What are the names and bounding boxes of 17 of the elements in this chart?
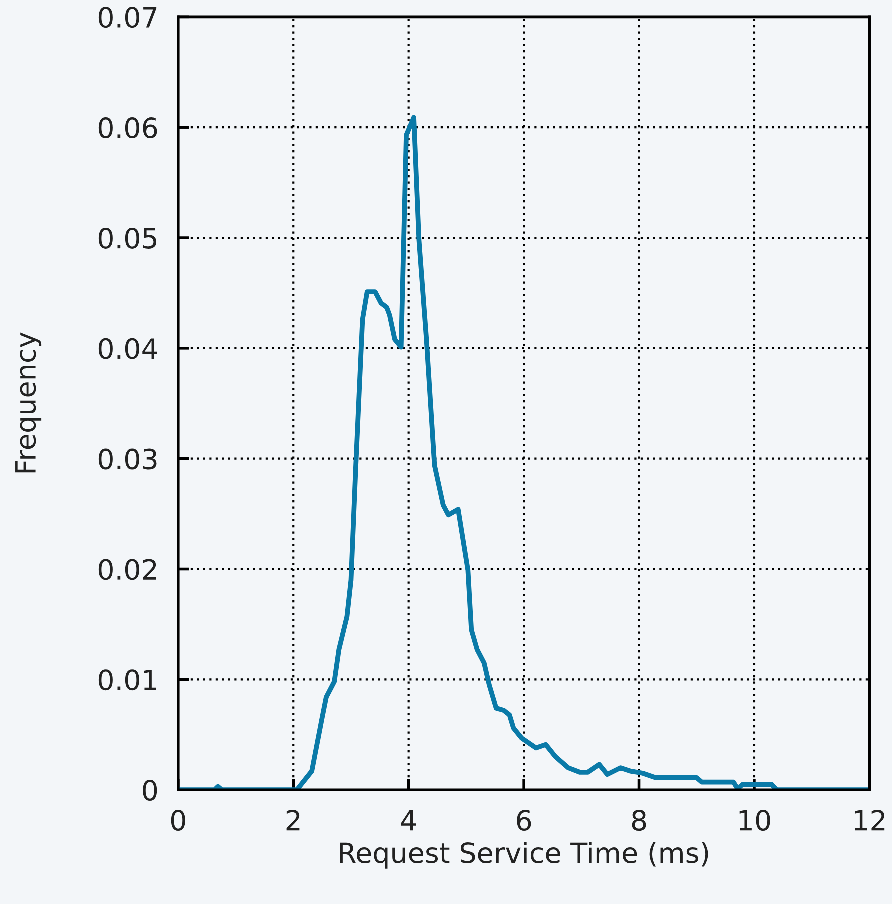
x-tick-label: 0 [171, 810, 186, 832]
y-tick-label: 0.04 [98, 338, 158, 360]
x-tick-label: 2 [286, 810, 300, 831]
y-tick-label: 0.05 [98, 228, 157, 249]
y-tick-label: 0.07 [98, 7, 157, 28]
y-tick-label: 0.06 [98, 118, 158, 139]
x-tick-label: 8 [632, 810, 646, 832]
x-tick-label: 10 [740, 810, 770, 832]
y-tick-label: 0 [143, 780, 158, 802]
x-tick-label: 4 [401, 810, 416, 831]
y-tick-label: 0.02 [98, 559, 156, 580]
x-axis-title: Request Service Time (ms) [340, 842, 708, 869]
x-tick-label: 6 [517, 810, 532, 832]
y-tick-label: 0.01 [98, 670, 156, 691]
y-tick-label: 0.03 [98, 448, 157, 470]
x-tick-label: 12 [855, 810, 885, 831]
y-axis-title: Frequency [16, 332, 42, 473]
